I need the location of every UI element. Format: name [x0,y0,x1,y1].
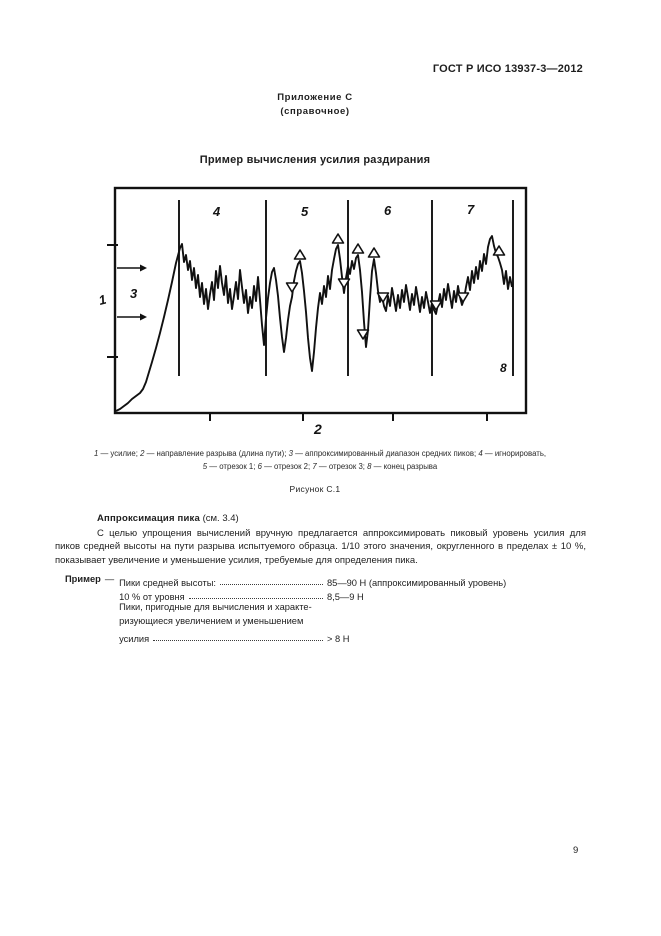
example-dash: — [104,574,115,584]
section-body-text: С целью упрощения вычислений вручную пре… [55,528,586,566]
legend-item-number: 5 [202,462,208,471]
tear-force-trace [115,235,513,412]
example-row-label: усилия [119,634,150,644]
label-section-seg1: 5 [301,204,309,219]
legend-item-number: 4 [478,449,483,458]
legend-item-number: 3 [288,449,293,458]
segment-divider-lines [178,200,514,376]
peak-marker-down [376,292,390,303]
peak-marker-down [429,300,443,311]
legend-item-number: 8 [367,462,372,471]
label-section-seg2: 6 [384,203,392,218]
peak-up-markers [293,233,506,260]
label-tear-end: 8 [500,361,507,375]
label-mean-peak-range: 3 [130,286,138,301]
peak-marker-up [367,247,381,258]
page-number: 9 [573,845,579,856]
peak-marker-down [285,282,299,293]
example-block: Пример — Пики средней высоты: 85—90 Н (ап… [65,574,585,644]
axis-tick-marks [107,244,488,421]
peak-marker-up [351,243,365,254]
example-row-label: Пики средней высоты: [119,578,216,588]
dot-leader [153,640,323,641]
example-label: Пример [65,574,101,584]
example-rows: Пики средней высоты: 85—90 Н (аппроксимир… [119,574,585,644]
legend-item-number: 7 [312,462,317,471]
example-row-value: 85—90 Н (аппроксимированный уровень) [327,578,507,588]
example-row-value: 8,5—9 Н [327,592,364,602]
figure-title: Пример вычисления усилия раздирания [199,154,431,166]
peak-marker-down [456,292,470,303]
figure-legend: 1 — усилие; 2 — направление разрыва (дли… [30,447,610,473]
appendix-heading: Приложение С (справочное) [55,91,575,119]
legend-item-number: 1 [93,449,99,458]
label-direction-axis: 2 [313,421,322,437]
figure-legend-line2: 5 — отрезок 1; 6 — отрезок 2; 7 — отрезо… [202,462,438,471]
example-row: Пики, пригодные для вычисления и характе… [119,602,312,612]
range-arrow-head [140,313,147,321]
figure-legend-line1: 1 — усилие; 2 — направление разрыва (дли… [93,449,547,458]
appendix-subtitle: (справочное) [280,106,350,117]
label-section-seg3: 7 [467,202,475,217]
range-arrow-head [140,264,147,272]
example-row: 10 % от уровня 8,5—9 Н [119,588,585,602]
legend-item-number: 6 [257,462,262,471]
example-row-value: > 8 Н [327,634,350,644]
peak-marker-down [356,329,370,340]
label-section-ignore: 4 [212,204,221,219]
dot-leader [188,598,323,599]
example-row: Пики средней высоты: 85—90 Н (аппроксимир… [119,574,585,588]
peak-marker-up [331,233,345,244]
peak-marker-up [492,245,506,256]
peak-down-markers [285,278,470,340]
example-row: усилия > 8 Н [119,630,585,644]
tear-force-figure: 1 3 2 4 5 6 7 8 [97,186,528,437]
figure-caption: Рисунок С.1 [289,484,341,494]
appendix-title: Приложение С [277,92,353,103]
section-heading-ref: (см. 3.4) [199,513,239,524]
peak-marker-up [293,249,307,260]
legend-item-number: 2 [140,449,145,458]
dot-leader [219,584,323,585]
mean-peak-range-arrows [117,264,147,321]
example-row-label: 10 % от уровня [119,592,185,602]
peak-marker-down [337,278,351,289]
example-row: ризующиеся увеличением и уменьшением [119,616,304,626]
section-heading: Аппроксимация пика (см. 3.4) [97,513,239,524]
figure-frame [113,186,528,415]
label-force-axis: 1 [97,292,108,308]
standard-number-header: ГОСТ Р ИСО 13937-3—2012 [432,63,583,75]
section-heading-bold: Аппроксимация пика [97,513,200,524]
